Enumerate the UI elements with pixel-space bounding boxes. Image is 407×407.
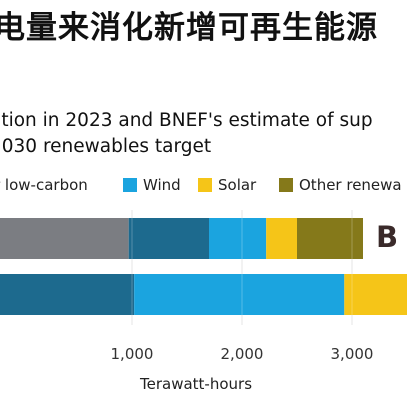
bar-1-segment-wind (209, 218, 267, 259)
x-axis-label: Terawatt-hours (140, 375, 253, 393)
bar-1-segment-other_low_carbon (0, 218, 129, 259)
legend-label-other-renewables: Other renewa (299, 176, 402, 194)
chart-badge-letter: B (376, 220, 399, 254)
x-tick-label-2000: 2,000 (221, 345, 264, 363)
bar-1-segment-other_low_carbon_dark (128, 218, 209, 259)
legend-label-solar: Solar (218, 176, 257, 194)
x-tick-label-1000: 1,000 (111, 345, 154, 363)
legend-swatch-other-renewables (279, 178, 293, 192)
legend-item-solar: Solar (198, 176, 256, 194)
legend-swatch-wind (123, 178, 137, 192)
bar-2-segment-solar (344, 274, 407, 315)
legend-item-wind: Wind (123, 176, 181, 194)
chart-legend: r low-carbon Wind Solar Other renewa (0, 176, 407, 202)
bar-1-segment-solar (266, 218, 297, 259)
legend-item-other-renewables: Other renewa (279, 176, 402, 194)
legend-label-other-low-carbon: r low-carbon (0, 176, 88, 194)
bar-1-segment-other_renewables (297, 218, 363, 259)
bar-2-segment-wind (134, 274, 345, 315)
legend-label-wind: Wind (143, 176, 181, 194)
chart-subtitle-line-1: ation in 2023 and BNEF's estimate of sup (0, 110, 373, 131)
chart-subtitle-line-2: 2030 renewables target (0, 136, 212, 157)
legend-swatch-solar (198, 178, 212, 192)
x-tick-label-3000: 3,000 (331, 345, 374, 363)
bar-2-segment-other_low_carbon_dark (0, 274, 135, 315)
legend-item-other-low-carbon: r low-carbon (0, 176, 88, 194)
chart-title: 电量来消化新增可再生能源 (0, 10, 378, 46)
